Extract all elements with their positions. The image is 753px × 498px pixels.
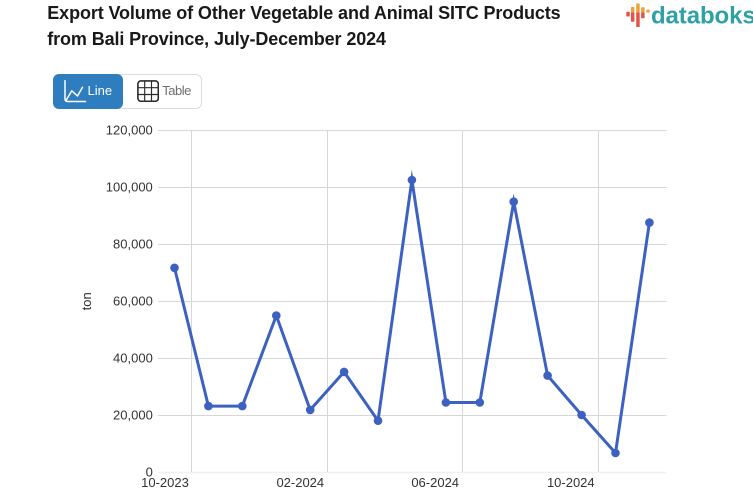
svg-text:databoks: databoks bbox=[651, 3, 753, 30]
svg-text:06-2024: 06-2024 bbox=[411, 475, 459, 490]
svg-text:0: 0 bbox=[146, 464, 153, 479]
svg-text:80,000: 80,000 bbox=[113, 236, 153, 251]
svg-text:40,000: 40,000 bbox=[113, 350, 153, 365]
svg-text:60,000: 60,000 bbox=[113, 293, 153, 308]
svg-text:20,000: 20,000 bbox=[113, 407, 153, 422]
svg-text:02-2024: 02-2024 bbox=[276, 475, 324, 490]
svg-text:ton: ton bbox=[79, 292, 94, 310]
svg-text:120,000: 120,000 bbox=[106, 122, 153, 137]
svg-text:10-2023: 10-2023 bbox=[141, 475, 189, 490]
svg-text:100,000: 100,000 bbox=[106, 179, 153, 194]
svg-text:10-2024: 10-2024 bbox=[547, 475, 595, 490]
